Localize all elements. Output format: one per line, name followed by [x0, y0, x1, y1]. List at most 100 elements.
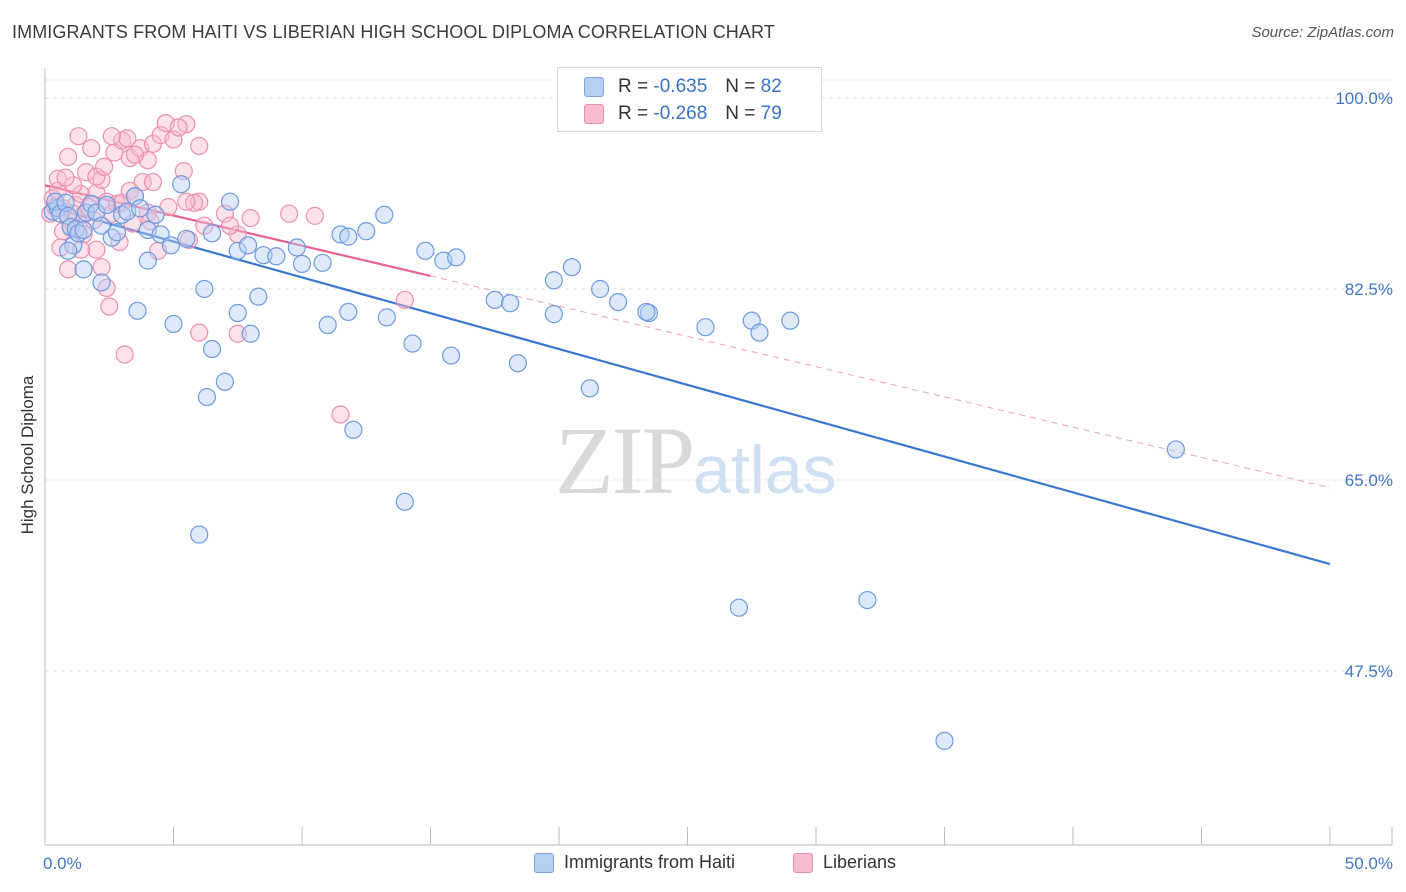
haiti-point [195, 279, 214, 299]
liberians-point [77, 163, 96, 182]
haiti-point [228, 303, 247, 323]
liberians-point [164, 130, 183, 149]
liberians-point [133, 172, 152, 192]
haiti-point [562, 258, 581, 277]
legend-r-value: -0.268 [653, 103, 708, 124]
haiti-trend-line [49, 206, 1331, 566]
x-tick-label: 0.0% [43, 854, 82, 873]
haiti-point [357, 222, 376, 241]
liberians-point [102, 127, 121, 146]
haiti-point [580, 379, 599, 398]
legend-row-haiti: R = -0.635 N = 82 [584, 75, 782, 99]
legend-n-label: N = [725, 103, 756, 124]
haiti-point [375, 205, 394, 224]
chart-title: IMMIGRANTS FROM HAITI VS LIBERIAN HIGH S… [12, 22, 775, 42]
haiti-point [485, 290, 504, 310]
haiti-point [92, 216, 111, 235]
liberians-point [280, 204, 299, 223]
liberians-point [228, 324, 247, 343]
liberians-point [184, 193, 204, 212]
liberians-point [331, 405, 350, 424]
haiti-point [161, 236, 181, 255]
liberians-point [215, 204, 234, 223]
haiti-point [74, 220, 93, 240]
bottom-legend-swatch-haiti [534, 852, 554, 873]
haiti-point [82, 194, 101, 213]
liberians-point [115, 345, 134, 364]
liberians-point [190, 323, 209, 342]
haiti-point [215, 372, 234, 391]
haiti-point [287, 238, 306, 257]
haiti-point [1166, 440, 1185, 459]
haiti-point [241, 324, 260, 343]
bottom-legend-label-haiti: Immigrants from Haiti [564, 852, 736, 872]
liberians-point [48, 169, 67, 188]
tick-labels: 47.5% 65.0% 82.5% 100.0% 0.0% 50.0% [43, 89, 1393, 873]
haiti-point [238, 236, 258, 255]
haiti-point [77, 203, 96, 222]
haiti-point [395, 492, 414, 511]
haiti-point [501, 294, 520, 313]
liberians-point [125, 145, 145, 164]
liberians-point [100, 297, 119, 316]
haiti-point [59, 241, 78, 260]
liberians-point [220, 216, 240, 235]
liberians-point [92, 258, 111, 277]
liberians-point [56, 168, 75, 187]
legend-r-label: R = [618, 103, 649, 124]
haiti-point [935, 731, 954, 750]
haiti-point [97, 195, 116, 215]
liberians-trend-extension [430, 275, 1331, 489]
haiti-points [43, 175, 1185, 750]
liberians-point [64, 176, 83, 195]
liberians-point [59, 147, 78, 167]
haiti-point [544, 305, 563, 324]
haiti-point [609, 292, 628, 312]
haiti-point [69, 224, 88, 243]
haiti-point [344, 420, 363, 439]
watermark: ZIPatlas [555, 405, 837, 516]
liberians-point [69, 127, 88, 146]
liberians-point [59, 260, 78, 279]
legend-n-value: 79 [760, 103, 782, 124]
watermark-atlas: atlas [693, 432, 837, 508]
liberians-point [143, 172, 163, 192]
liberians-point [395, 290, 414, 310]
y-tick-label: 47.5% [1345, 662, 1393, 681]
haiti-point [74, 260, 93, 279]
haiti-point [750, 323, 769, 342]
haiti-point [164, 314, 183, 334]
haiti-point [112, 205, 132, 224]
liberians-point [120, 181, 139, 200]
haiti-point [441, 346, 461, 365]
haiti-point [102, 228, 121, 247]
source-label: Source: ZipAtlas.com [1251, 24, 1394, 41]
bottom-legend-label-liberians: Liberians [823, 852, 897, 872]
haiti-point [202, 339, 222, 359]
haiti-point [544, 271, 563, 290]
haiti-point [125, 187, 145, 206]
haiti-point [339, 227, 358, 246]
haiti-point [64, 236, 83, 255]
haiti-point [190, 525, 209, 544]
haiti-point [447, 248, 466, 267]
haiti-point [249, 287, 268, 306]
y-tick-label: 82.5% [1345, 280, 1393, 299]
liberians-point [190, 136, 209, 156]
haiti-point [729, 598, 749, 617]
legend-n-label: N = [725, 76, 756, 97]
haiti-point [377, 308, 396, 327]
legend-row-liberians: R = -0.268 N = 79 [584, 102, 782, 126]
bottom-legend-swatch-liberians [793, 852, 813, 873]
haiti-point [172, 175, 191, 194]
legend-swatch-haiti [584, 77, 604, 97]
legend-n-value: 82 [760, 76, 782, 97]
haiti-point [197, 387, 217, 407]
haiti-point [292, 254, 312, 273]
haiti-point [128, 301, 147, 320]
y-tick-label: 100.0% [1335, 89, 1393, 108]
haiti-point [130, 199, 150, 218]
haiti-point [220, 192, 240, 211]
legend-r-label: R = [618, 76, 649, 97]
